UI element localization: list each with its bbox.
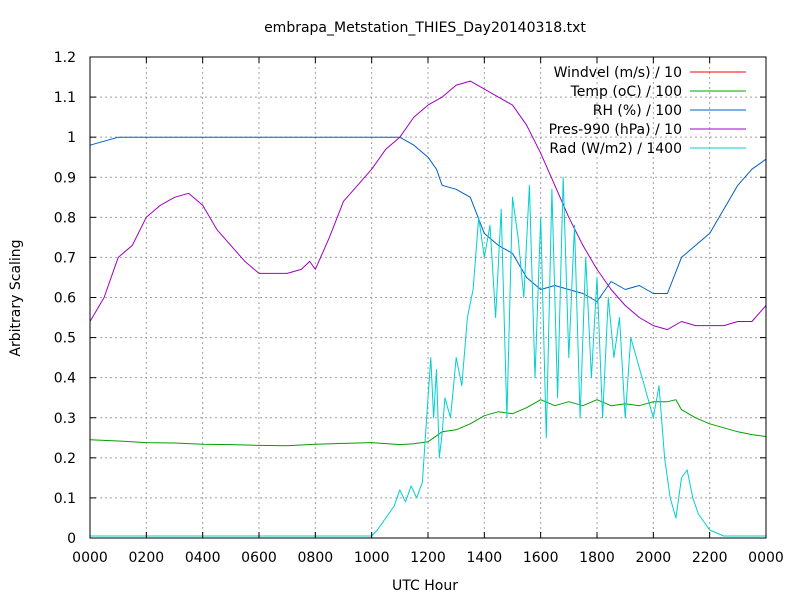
y-tick-label: 0.2 (54, 451, 76, 467)
y-tick-labels: 0 0.1 0.2 0.3 0.4 0.5 0.6 0.7 0.8 0.9 1 1.1 1.2 (54, 50, 76, 547)
x-tick-labels: 0000 0200 0400 0600 0800 1000 1200 1400 1600 1800… (72, 550, 784, 566)
y-tick-label: 0.4 (54, 371, 76, 387)
x-tick-label: 0200 (129, 550, 165, 566)
series-line-5 (90, 176, 766, 537)
x-tick-label: 1400 (467, 550, 503, 566)
chart-title: embrapa_Metstation_THIES_Day20140318.txt (264, 20, 586, 36)
x-tick-label: 2200 (692, 550, 728, 566)
legend-label-2: Temp (oC) / 100 (570, 84, 682, 100)
y-tick-label: 1 (67, 130, 76, 146)
legend-label-3: RH (%) / 100 (593, 103, 682, 119)
series-line-4 (89, 80, 767, 331)
y-tick-label: 1.2 (54, 50, 76, 66)
x-tick-label: 1800 (579, 550, 615, 566)
series-line-2 (89, 399, 767, 447)
x-tick-label: 0000 (748, 550, 784, 566)
x-tick-label: 1200 (410, 550, 446, 566)
legend-label-1: Windvel (m/s) / 10 (554, 65, 682, 81)
y-tick-label: 0.9 (54, 170, 76, 186)
series-line-3 (89, 136, 767, 302)
x-tick-label: 0000 (72, 550, 108, 566)
x-tick-label: 1000 (354, 550, 390, 566)
x-tick-label: 2000 (636, 550, 672, 566)
x-tick-label: 0600 (241, 550, 277, 566)
legend-label-5: Rad (W/m2) / 1400 (549, 141, 682, 157)
y-tick-label: 0.8 (54, 210, 76, 226)
y-axis-label: Arbitrary Scaling (8, 239, 24, 356)
y-tick-label: 0.1 (54, 491, 76, 507)
x-tick-label: 0400 (185, 550, 221, 566)
y-tick-label: 0.6 (54, 291, 76, 307)
y-tick-label: 0.5 (54, 331, 76, 347)
x-axis-label: UTC Hour (392, 578, 458, 594)
series-lines (89, 80, 767, 537)
plot-frame (89, 56, 767, 539)
y-tick-label: 0.3 (54, 411, 76, 427)
x-tick-label: 0800 (298, 550, 334, 566)
y-tick-label: 1.1 (54, 90, 76, 106)
y-tick-label: 0.7 (54, 250, 76, 266)
x-tick-label: 1600 (523, 550, 559, 566)
y-tick-label: 0 (67, 531, 76, 547)
legend: Windvel (m/s) / 10 Temp (oC) / 100 RH (%) … (549, 65, 746, 157)
legend-label-4: Pres-990 (hPa) / 10 (549, 122, 682, 138)
